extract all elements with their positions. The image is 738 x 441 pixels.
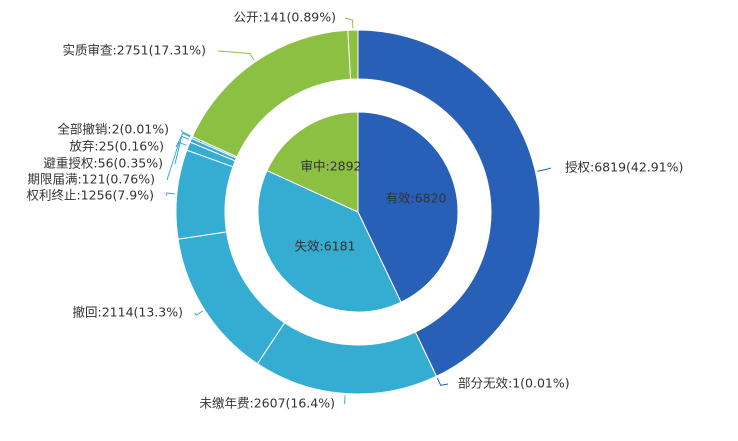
inner-labels: 有效:6820 失效:6181 审中:2892 (294, 159, 446, 254)
outer-labels: 授权:6819(42.91%) 部分无效:1(0.01%) 未缴年费:2607(16… (26, 10, 683, 411)
outer-slice-label-3: 撤回:2114(13.3%) (73, 305, 184, 320)
leader-line-10 (344, 17, 354, 29)
outer-slice-label-0: 授权:6819(42.91%) (565, 160, 683, 175)
inner-ring (257, 111, 459, 313)
outer-slice-label-2: 未缴年费:2607(16.4%) (200, 396, 336, 411)
outer-slice-2[interactable] (256, 322, 438, 395)
leader-line-8 (180, 129, 191, 137)
inner-slice-1[interactable] (257, 169, 402, 313)
outer-slice-label-4: 权利终止:1256(7.9%) (26, 188, 154, 203)
outer-slice-label-9: 实质审查:2751(17.31%) (63, 43, 206, 58)
outer-slice-label-6: 避重授权:56(0.35%) (43, 156, 163, 171)
leader-line-1 (436, 377, 449, 386)
outer-slice-label-5: 期限届满:121(0.76%) (27, 172, 155, 187)
outer-slice-label-1: 部分无效:1(0.01%) (458, 376, 570, 391)
leader-line-5 (166, 141, 187, 181)
outer-slice-label-8: 全部撤销:2(0.01%) (57, 122, 169, 137)
inner-slice-label-0: 有效:6820 (385, 191, 446, 206)
outer-slice-label-10: 公开:141(0.89%) (233, 10, 336, 25)
inner-slice-label-1: 失效:6181 (294, 239, 355, 254)
leader-line-7 (175, 132, 191, 148)
leader-line-2 (344, 395, 346, 405)
inner-slice-label-2: 审中:2892 (300, 159, 361, 174)
leader-line-0 (537, 167, 552, 172)
outer-slice-10[interactable] (347, 29, 359, 80)
leader-line-9 (217, 50, 255, 61)
outer-slice-0[interactable] (357, 29, 541, 377)
inner-slice-2[interactable] (266, 111, 359, 213)
outer-ring (175, 29, 541, 395)
inner-slice-0[interactable] (357, 111, 459, 303)
leader-line-3 (194, 310, 204, 316)
outer-slice-label-7: 放弃:25(0.16%) (69, 139, 164, 154)
leader-line-4 (165, 192, 175, 197)
